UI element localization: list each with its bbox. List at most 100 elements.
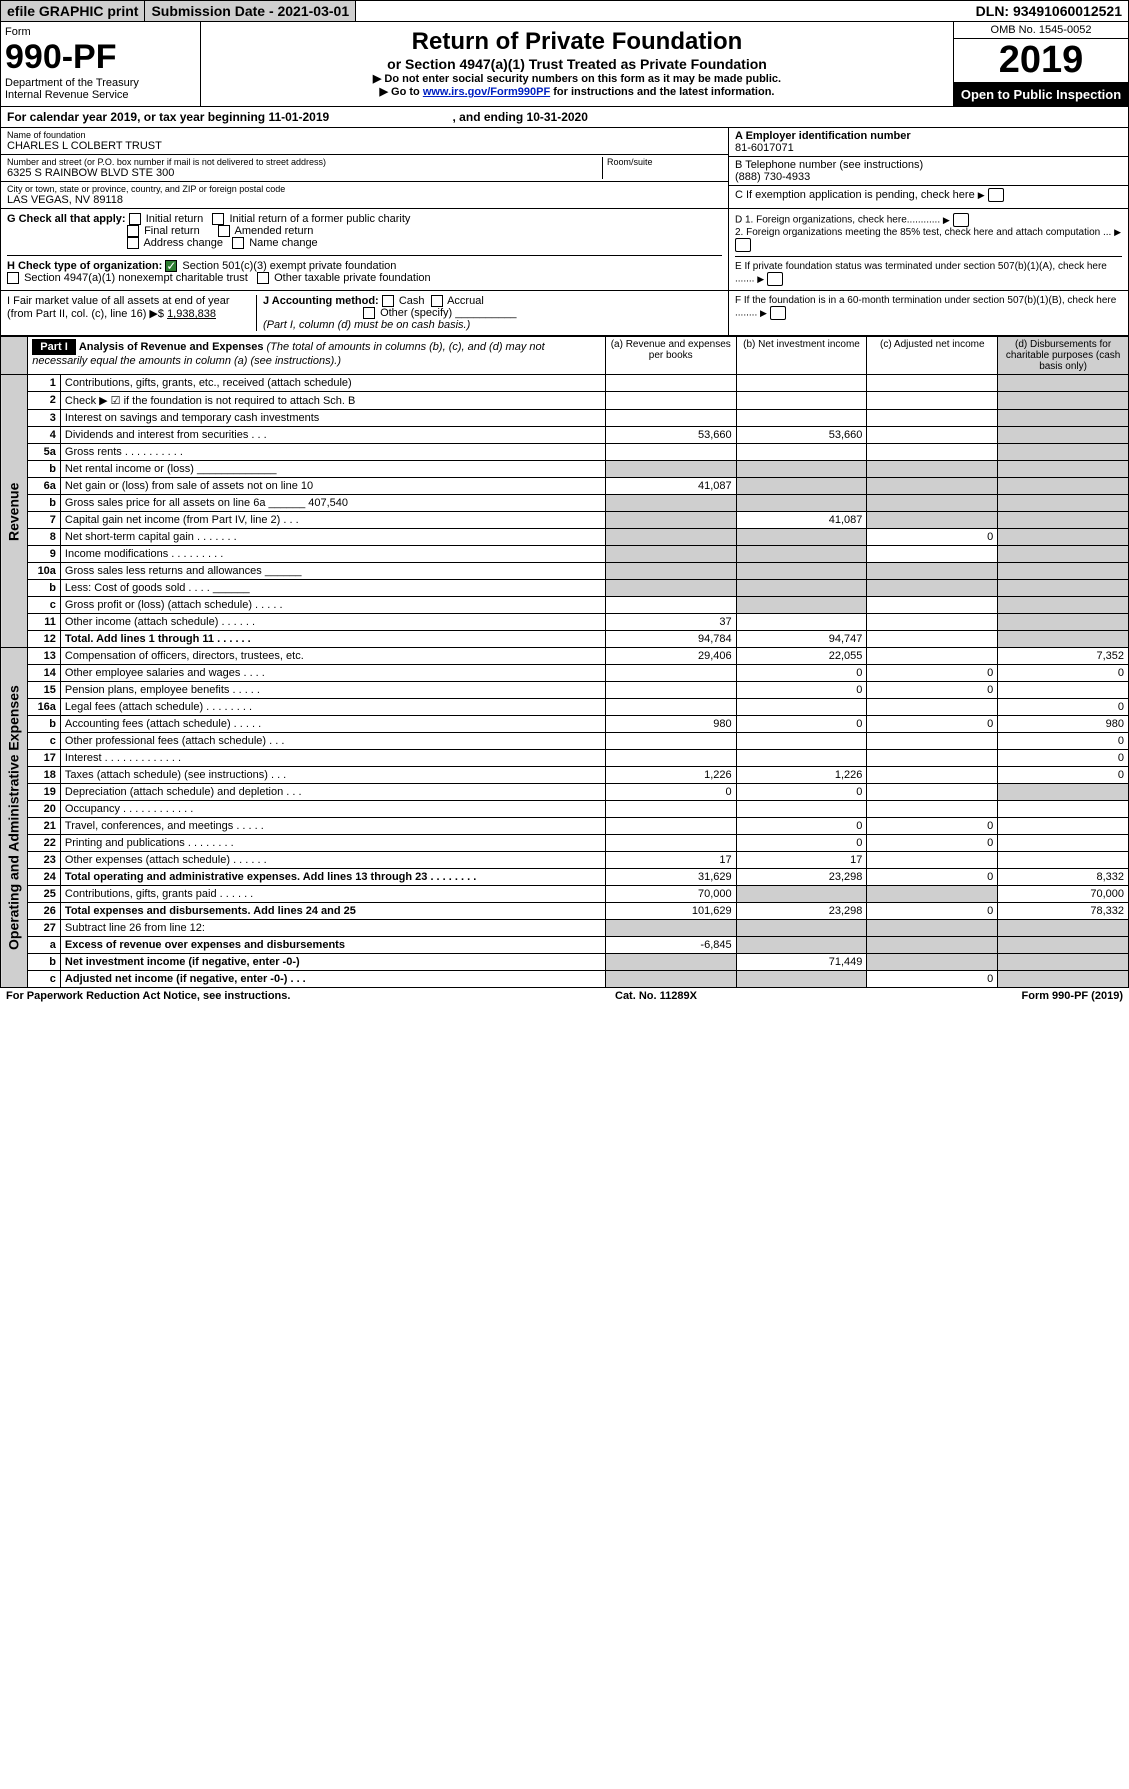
row-num: 22 [28, 835, 61, 852]
cell-value: 71,449 [736, 954, 867, 971]
cell-value [998, 392, 1129, 410]
section-g-h: G Check all that apply: Initial return I… [0, 209, 1129, 291]
cell-value [605, 818, 736, 835]
cell-value: 0 [867, 869, 998, 886]
cell-value [998, 801, 1129, 818]
cell-value: 0 [998, 665, 1129, 682]
e-label: E If private foundation status was termi… [735, 261, 1107, 285]
row-num: 20 [28, 801, 61, 818]
cell-value: 0 [867, 529, 998, 546]
cell-value [867, 614, 998, 631]
row-num: a [28, 937, 61, 954]
chk-4947[interactable] [7, 272, 19, 284]
chk-initial-former[interactable] [212, 213, 224, 225]
cell-value [736, 410, 867, 427]
row-desc: Gross rents . . . . . . . . . . [60, 444, 605, 461]
chk-d1[interactable] [953, 213, 969, 227]
chk-d2[interactable] [735, 238, 751, 252]
cell-value [736, 495, 867, 512]
chk-cash[interactable] [382, 295, 394, 307]
cell-value [998, 375, 1129, 392]
chk-f[interactable] [770, 306, 786, 320]
cell-value: 7,352 [998, 648, 1129, 665]
cell-value [998, 444, 1129, 461]
address: 6325 S RAINBOW BLVD STE 300 [7, 167, 602, 179]
chk-initial[interactable] [129, 213, 141, 225]
efile-label: efile GRAPHIC print [1, 1, 145, 21]
chk-name-change[interactable] [232, 237, 244, 249]
cell-value [736, 937, 867, 954]
city-label: City or town, state or province, country… [7, 184, 722, 194]
col-c-hdr: (c) Adjusted net income [867, 337, 998, 375]
row-desc: Net investment income (if negative, ente… [60, 954, 605, 971]
chk-e[interactable] [767, 272, 783, 286]
cell-value: 101,629 [605, 903, 736, 920]
cell-value [605, 495, 736, 512]
footer-right: Form 990-PF (2019) [1022, 990, 1123, 1002]
irs-link[interactable]: www.irs.gov/Form990PF [423, 86, 550, 98]
chk-final[interactable] [127, 225, 139, 237]
cell-value [605, 410, 736, 427]
cell-value: 0 [736, 784, 867, 801]
omb-number: OMB No. 1545-0052 [954, 22, 1128, 39]
row-num: 26 [28, 903, 61, 920]
cell-value [998, 495, 1129, 512]
cell-value [867, 784, 998, 801]
footer-mid: Cat. No. 11289X [615, 990, 697, 1002]
cell-value [736, 801, 867, 818]
row-desc: Gross profit or (loss) (attach schedule)… [60, 597, 605, 614]
cell-value: 17 [605, 852, 736, 869]
row-num: 24 [28, 869, 61, 886]
chk-501c3[interactable] [165, 260, 177, 272]
row-num: b [28, 716, 61, 733]
cell-value: 1,226 [605, 767, 736, 784]
cell-value [998, 954, 1129, 971]
part1-title: Analysis of Revenue and Expenses [79, 341, 264, 353]
chk-addr-change[interactable] [127, 237, 139, 249]
cell-value: 70,000 [998, 886, 1129, 903]
cell-value [998, 410, 1129, 427]
part1-table: Part I Analysis of Revenue and Expenses … [0, 336, 1129, 988]
cell-value: 0 [736, 835, 867, 852]
row-desc: Occupancy . . . . . . . . . . . . [60, 801, 605, 818]
cell-value [605, 920, 736, 937]
row-desc: Gross sales less returns and allowances … [60, 563, 605, 580]
row-num: c [28, 733, 61, 750]
cell-value [867, 937, 998, 954]
row-num: 8 [28, 529, 61, 546]
cell-value: -6,845 [605, 937, 736, 954]
f-label: F If the foundation is in a 60-month ter… [735, 295, 1116, 319]
cell-value [867, 495, 998, 512]
cell-value: 0 [998, 699, 1129, 716]
row-num: b [28, 954, 61, 971]
cell-value [736, 563, 867, 580]
row-desc: Capital gain net income (from Part IV, l… [60, 512, 605, 529]
cell-value [605, 546, 736, 563]
col-d-hdr: (d) Disbursements for charitable purpose… [998, 337, 1129, 375]
exemption-pending-label: C If exemption application is pending, c… [735, 189, 975, 201]
chk-other-method[interactable] [363, 307, 375, 319]
cell-value: 0 [605, 784, 736, 801]
row-desc: Check ▶ ☑ if the foundation is not requi… [60, 392, 605, 410]
cell-value: 0 [998, 767, 1129, 784]
open-to-public: Open to Public Inspection [954, 83, 1128, 106]
exemption-checkbox[interactable] [988, 188, 1004, 202]
cell-value [998, 427, 1129, 444]
cell-value [998, 529, 1129, 546]
submission-date: Submission Date - 2021-03-01 [145, 1, 356, 21]
cell-value: 980 [998, 716, 1129, 733]
cell-value [998, 784, 1129, 801]
dln: DLN: 93491060012521 [970, 1, 1128, 21]
cell-value: 0 [867, 716, 998, 733]
chk-amended[interactable] [218, 225, 230, 237]
row-desc: Other professional fees (attach schedule… [60, 733, 605, 750]
cell-value [736, 750, 867, 767]
row-desc: Total operating and administrative expen… [60, 869, 605, 886]
cell-value [867, 512, 998, 529]
chk-accrual[interactable] [431, 295, 443, 307]
row-num: 19 [28, 784, 61, 801]
cell-value [867, 886, 998, 903]
row-num: 21 [28, 818, 61, 835]
cell-value [736, 699, 867, 716]
chk-other-taxable[interactable] [257, 272, 269, 284]
